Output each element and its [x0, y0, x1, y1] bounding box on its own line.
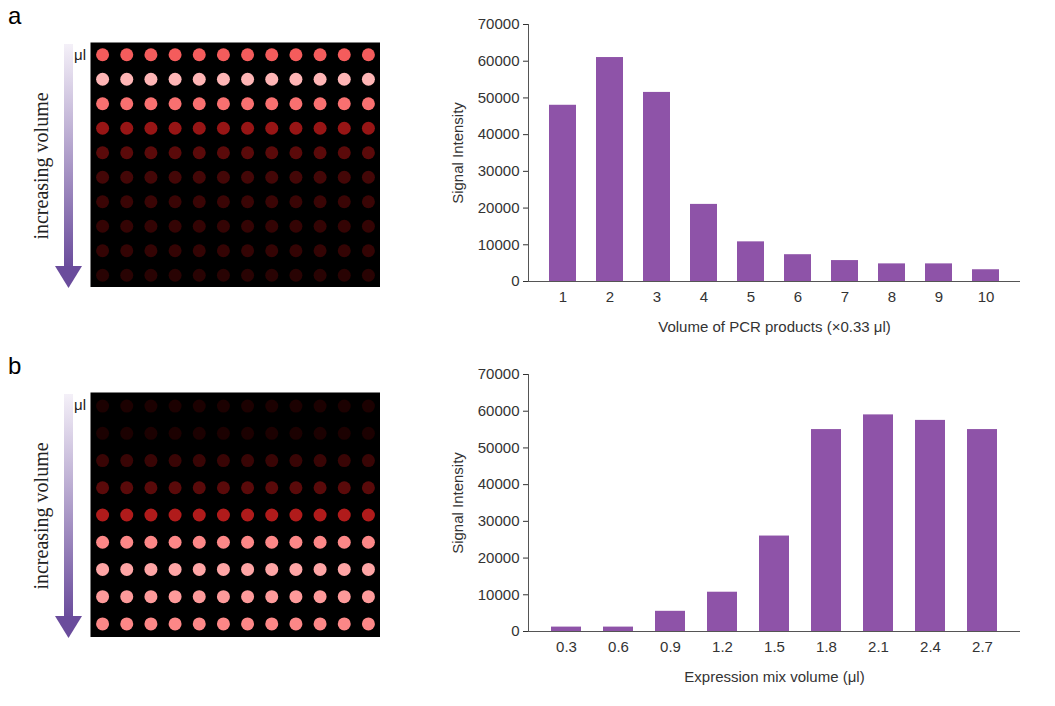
svg-text:50000: 50000	[478, 89, 520, 106]
svg-text:3: 3	[653, 288, 661, 305]
svg-text:10000: 10000	[478, 586, 520, 603]
html-text:a: a	[8, 2, 22, 29]
svg-text:20000: 20000	[478, 199, 520, 216]
svg-text:5: 5	[747, 288, 755, 305]
svg-text:Volume of PCR products (×0.33: Volume of PCR products (×0.33 μl)	[658, 318, 891, 335]
html-text:b: b	[8, 352, 22, 379]
svg-text:0.6: 0.6	[608, 638, 629, 655]
svg-text:50000: 50000	[478, 439, 520, 456]
svg-text:2.1: 2.1	[868, 638, 889, 655]
svg-text:20000: 20000	[478, 549, 520, 566]
svg-text:1.8: 1.8	[816, 638, 837, 655]
svg-text:Signal Intensity: Signal Intensity	[449, 102, 466, 204]
svg-text:2.7: 2.7	[972, 638, 993, 655]
svg-text:30000: 30000	[478, 512, 520, 529]
svg-text:μl: μl	[74, 396, 86, 413]
svg-text:60000: 60000	[478, 52, 520, 69]
svg-text:4: 4	[700, 288, 708, 305]
svg-text:increasing volume: increasing volume	[30, 92, 53, 239]
svg-text:1: 1	[559, 288, 567, 305]
svg-text:1.2: 1.2	[712, 638, 733, 655]
svg-text:1.5: 1.5	[764, 638, 785, 655]
svg-text:30000: 30000	[478, 162, 520, 179]
svg-text:40000: 40000	[478, 475, 520, 492]
svg-text:increasing volume: increasing volume	[30, 442, 53, 589]
svg-text:70000: 70000	[478, 15, 520, 32]
svg-text:40000: 40000	[478, 125, 520, 142]
svg-text:10000: 10000	[478, 236, 520, 253]
svg-text:60000: 60000	[478, 402, 520, 419]
svg-text:70000: 70000	[478, 365, 520, 382]
svg-text:Signal Intensity: Signal Intensity	[449, 452, 466, 554]
svg-text:0: 0	[511, 272, 519, 289]
svg-text:0.9: 0.9	[660, 638, 681, 655]
svg-text:0: 0	[511, 622, 519, 639]
svg-text:2.4: 2.4	[920, 638, 941, 655]
svg-text:9: 9	[935, 288, 943, 305]
svg-text:μl: μl	[74, 46, 86, 63]
svg-text:6: 6	[794, 288, 802, 305]
svg-text:7: 7	[841, 288, 849, 305]
svg-text:0.3: 0.3	[556, 638, 577, 655]
svg-text:8: 8	[888, 288, 896, 305]
svg-text:2: 2	[606, 288, 614, 305]
svg-text:10: 10	[978, 288, 995, 305]
svg-text:Expression mix volume (μl): Expression mix volume (μl)	[684, 668, 864, 685]
